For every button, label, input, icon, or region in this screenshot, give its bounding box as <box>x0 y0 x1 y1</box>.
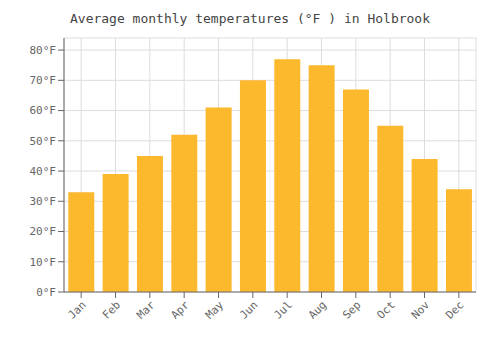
svg-text:Jun: Jun <box>237 298 260 321</box>
svg-text:0°F: 0°F <box>36 286 56 299</box>
svg-text:50°F: 50°F <box>30 135 57 148</box>
svg-text:Jul: Jul <box>272 298 295 321</box>
svg-text:70°F: 70°F <box>30 74 57 87</box>
svg-text:60°F: 60°F <box>30 104 57 117</box>
svg-text:Apr: Apr <box>169 298 193 322</box>
svg-text:20°F: 20°F <box>30 225 57 238</box>
svg-text:10°F: 10°F <box>30 256 57 269</box>
svg-text:80°F: 80°F <box>30 44 57 57</box>
svg-text:Jan: Jan <box>66 298 89 321</box>
svg-text:Mar: Mar <box>134 298 158 322</box>
svg-text:Dec: Dec <box>443 298 466 321</box>
svg-text:40°F: 40°F <box>30 165 57 178</box>
svg-text:30°F: 30°F <box>30 195 57 208</box>
svg-text:Sep: Sep <box>340 298 363 321</box>
svg-text:Aug: Aug <box>306 298 329 321</box>
html-text:Average monthly temperatures (: Average monthly temperatures (°F ) in Ho… <box>70 11 430 26</box>
svg-text:Feb: Feb <box>100 298 123 321</box>
svg-text:Oct: Oct <box>375 298 398 321</box>
svg-text:Nov: Nov <box>409 298 433 322</box>
svg-text:May: May <box>203 298 227 322</box>
